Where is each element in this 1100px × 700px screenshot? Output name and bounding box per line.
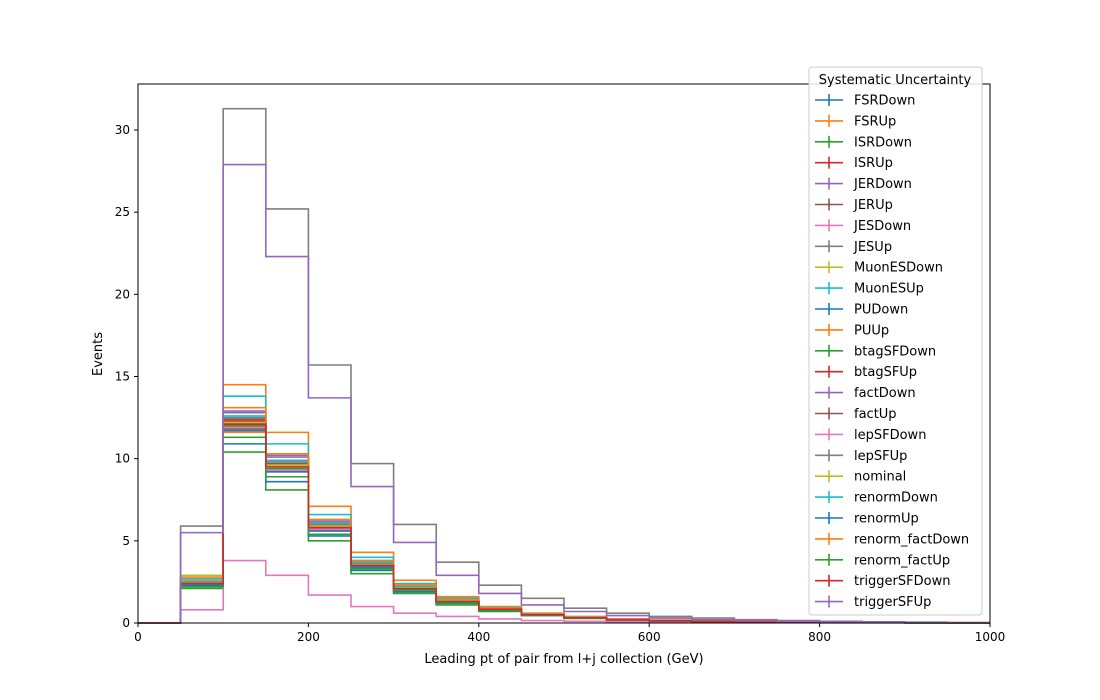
legend-label: JERUp	[853, 198, 893, 213]
legend-entry: JERDown	[815, 177, 912, 192]
legend-label: renorm_factUp	[854, 553, 950, 568]
legend-label: PUUp	[854, 323, 889, 338]
legend-label: factUp	[854, 407, 897, 422]
legend-entry: renorm_factDown	[815, 532, 969, 547]
legend-entry: renormUp	[815, 512, 919, 527]
legend-label: factDown	[854, 386, 916, 401]
x-axis: 0 200 400 600 800 1000	[134, 623, 1005, 644]
legend-entry: FSRDown	[815, 94, 915, 109]
legend-entry: ISRUp	[815, 156, 893, 171]
legend-entry: triggerSFUp	[815, 595, 931, 610]
legend-label: btagSFUp	[854, 365, 917, 380]
legend-entry: lepSFUp	[815, 449, 907, 464]
legend-label: JESUp	[853, 240, 892, 255]
y-tick-label: 0	[122, 616, 130, 630]
y-tick-label: 10	[115, 452, 130, 466]
legend-entry: PUUp	[815, 323, 889, 338]
legend-label: triggerSFUp	[854, 595, 931, 610]
legend-entry: lepSFDown	[815, 428, 926, 443]
legend-entry: btagSFDown	[815, 344, 936, 359]
legend-entry: factDown	[815, 386, 916, 401]
legend-entry: triggerSFDown	[815, 574, 950, 589]
legend-label: lepSFDown	[854, 428, 926, 443]
legend-entry: renorm_factUp	[815, 553, 950, 568]
legend-label: renorm_factDown	[854, 532, 969, 547]
y-axis: 0 5 10 15 20 25 30	[115, 123, 138, 630]
legend: Systematic Uncertainty FSRDown FSRUp ISRDo…	[808, 66, 983, 616]
legend-label: ISRDown	[854, 135, 912, 150]
x-tick-label: 0	[134, 630, 142, 644]
x-tick-label: 1000	[975, 630, 1006, 644]
legend-label: triggerSFDown	[854, 574, 950, 589]
legend-entry: factUp	[815, 407, 897, 422]
legend-box	[808, 66, 983, 616]
legend-entry: PUDown	[815, 303, 908, 318]
y-tick-label: 5	[122, 534, 130, 548]
legend-label: renormDown	[854, 491, 938, 506]
legend-label: JESDown	[853, 219, 911, 234]
y-tick-label: 15	[115, 370, 130, 384]
legend-label: ISRUp	[854, 156, 893, 171]
legend-entry: FSRUp	[815, 114, 896, 129]
x-axis-label: Leading pt of pair from l+j collection (…	[424, 652, 703, 667]
y-axis-label: Events	[91, 332, 106, 376]
legend-label: PUDown	[854, 303, 908, 318]
legend-entry: JESUp	[815, 240, 892, 255]
legend-items: FSRDown FSRUp ISRDown ISRUp JERDown JERUp JESD…	[815, 94, 969, 610]
legend-entry: MuonESUp	[815, 282, 924, 297]
legend-title: Systematic Uncertainty	[819, 73, 972, 88]
y-tick-label: 25	[115, 205, 130, 219]
legend-label: nominal	[854, 470, 906, 485]
legend-entry: nominal	[815, 470, 906, 485]
series-line-triggerSFUp	[138, 163, 990, 624]
legend-entry: MuonESDown	[815, 261, 943, 276]
y-tick-label: 20	[115, 287, 130, 301]
x-tick-label: 400	[467, 630, 490, 644]
x-tick-label: 600	[638, 630, 661, 644]
legend-label: btagSFDown	[854, 344, 936, 359]
y-tick-label: 30	[115, 123, 130, 137]
legend-entry: JESDown	[815, 219, 911, 234]
legend-label: MuonESUp	[854, 282, 924, 297]
series-layer	[138, 107, 990, 624]
legend-label: FSRUp	[854, 114, 896, 129]
legend-label: JERDown	[853, 177, 912, 192]
legend-label: renormUp	[854, 512, 919, 527]
legend-entry: btagSFUp	[815, 365, 917, 380]
x-tick-label: 200	[297, 630, 320, 644]
legend-entry: renormDown	[815, 491, 938, 506]
legend-label: FSRDown	[854, 94, 915, 109]
legend-label: MuonESDown	[854, 261, 943, 276]
x-tick-label: 800	[808, 630, 831, 644]
legend-label: lepSFUp	[854, 449, 907, 464]
legend-entry: JERUp	[815, 198, 893, 213]
legend-entry: ISRDown	[815, 135, 912, 150]
axes-frame	[137, 83, 991, 624]
